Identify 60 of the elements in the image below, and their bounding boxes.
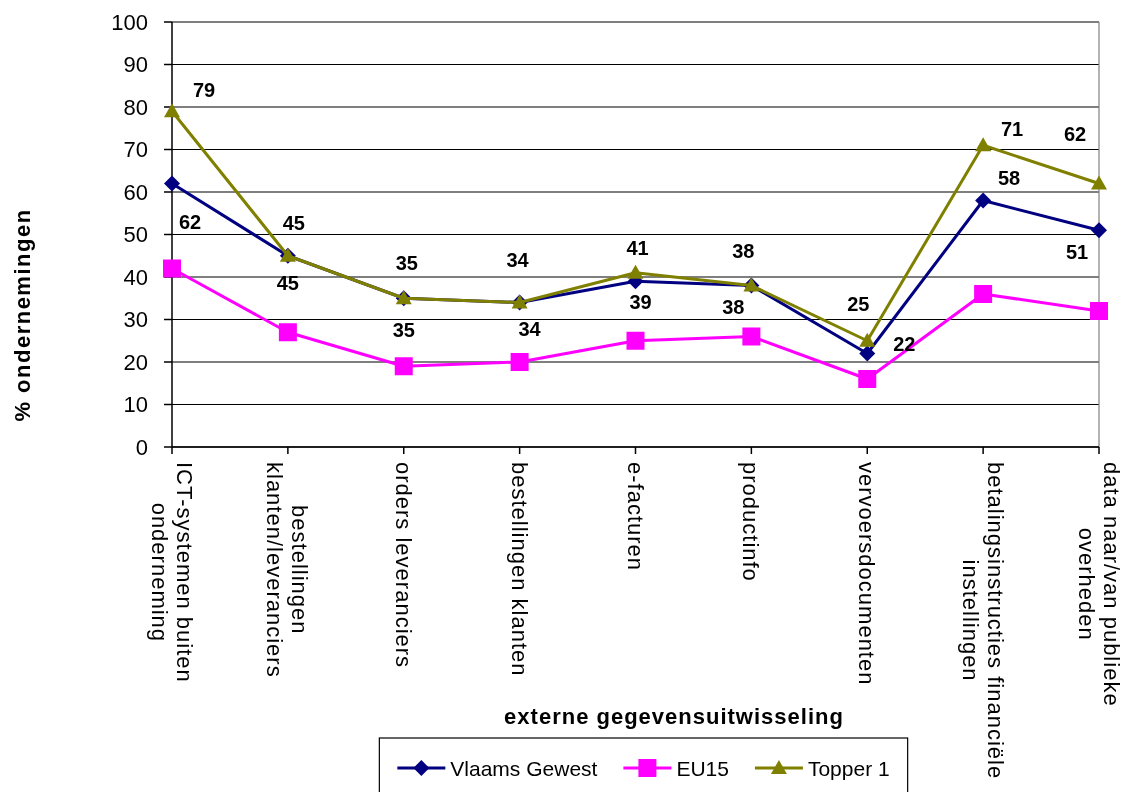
- data-label: 62: [1063, 122, 1087, 145]
- point: [975, 192, 992, 209]
- y-tick-label: 70: [123, 137, 148, 162]
- x-tick-label: betalingsinstructies financiële instellingen: [958, 461, 1009, 780]
- data-label: 35: [395, 252, 418, 275]
- point: [278, 323, 297, 342]
- y-axis-title: % ondernemingen: [9, 208, 35, 422]
- legend-label: Topper 1: [807, 756, 890, 780]
- point: [163, 259, 181, 278]
- data-label: 35: [392, 319, 415, 342]
- x-tick-label: ICT-systemen buiten onderneming: [147, 462, 197, 683]
- x-tick-label: data naar/van publieke overheden: [1074, 461, 1124, 707]
- point: [858, 370, 877, 388]
- data-label: 71: [1001, 118, 1024, 141]
- data-label: 34: [518, 317, 542, 340]
- point: [627, 264, 644, 279]
- point: [1091, 222, 1107, 239]
- data-label: 45: [282, 211, 305, 234]
- x-tick-label: vervoersdocumenten: [854, 462, 880, 686]
- data-label: 22: [893, 332, 916, 355]
- data-label: 58: [998, 166, 1021, 189]
- x-tick-label: e-facturen: [623, 462, 648, 572]
- data-label: 62: [178, 210, 202, 233]
- y-tick-label: 80: [123, 94, 148, 120]
- y-tick-label: 50: [123, 222, 148, 247]
- point: [510, 353, 529, 371]
- point: [975, 137, 992, 152]
- y-tick-label: 60: [123, 179, 148, 205]
- data-label: 79: [192, 79, 216, 102]
- data-label: 39: [629, 291, 652, 314]
- data-label: 41: [626, 236, 649, 259]
- y-tick-label: 10: [123, 392, 148, 417]
- y-tick-label: 40: [123, 264, 148, 290]
- point: [859, 345, 876, 362]
- data-label: 25: [847, 292, 870, 315]
- data-label: 38: [732, 239, 755, 262]
- x-tick-label: bestellingen klanten/leveranciers: [262, 461, 313, 678]
- x-tick-label: bestellingen klanten: [507, 462, 533, 677]
- y-tick-label: 100: [111, 9, 148, 35]
- legend-label: EU15: [676, 756, 729, 780]
- data-label: 45: [276, 271, 299, 294]
- legend-label: Vlaams Gewest: [450, 756, 598, 780]
- point: [164, 175, 180, 192]
- y-tick-label: 0: [135, 434, 148, 460]
- data-label: 34: [506, 248, 530, 271]
- point: [1091, 175, 1107, 190]
- x-axis-title: externe gegevensuitwisseling: [504, 703, 844, 729]
- data-label: 51: [1065, 241, 1089, 264]
- y-tick-label: 90: [123, 52, 148, 77]
- x-tick-label: productinfo: [738, 462, 764, 582]
- point: [859, 332, 876, 347]
- point: [1090, 302, 1108, 320]
- data-label: 38: [722, 295, 745, 318]
- point: [626, 331, 645, 350]
- point: [394, 357, 413, 376]
- point: [974, 285, 993, 303]
- y-tick-label: 20: [123, 349, 148, 375]
- y-tick-label: 30: [123, 307, 148, 332]
- point: [742, 327, 761, 346]
- x-tick-label: orders leveranciers: [391, 462, 417, 669]
